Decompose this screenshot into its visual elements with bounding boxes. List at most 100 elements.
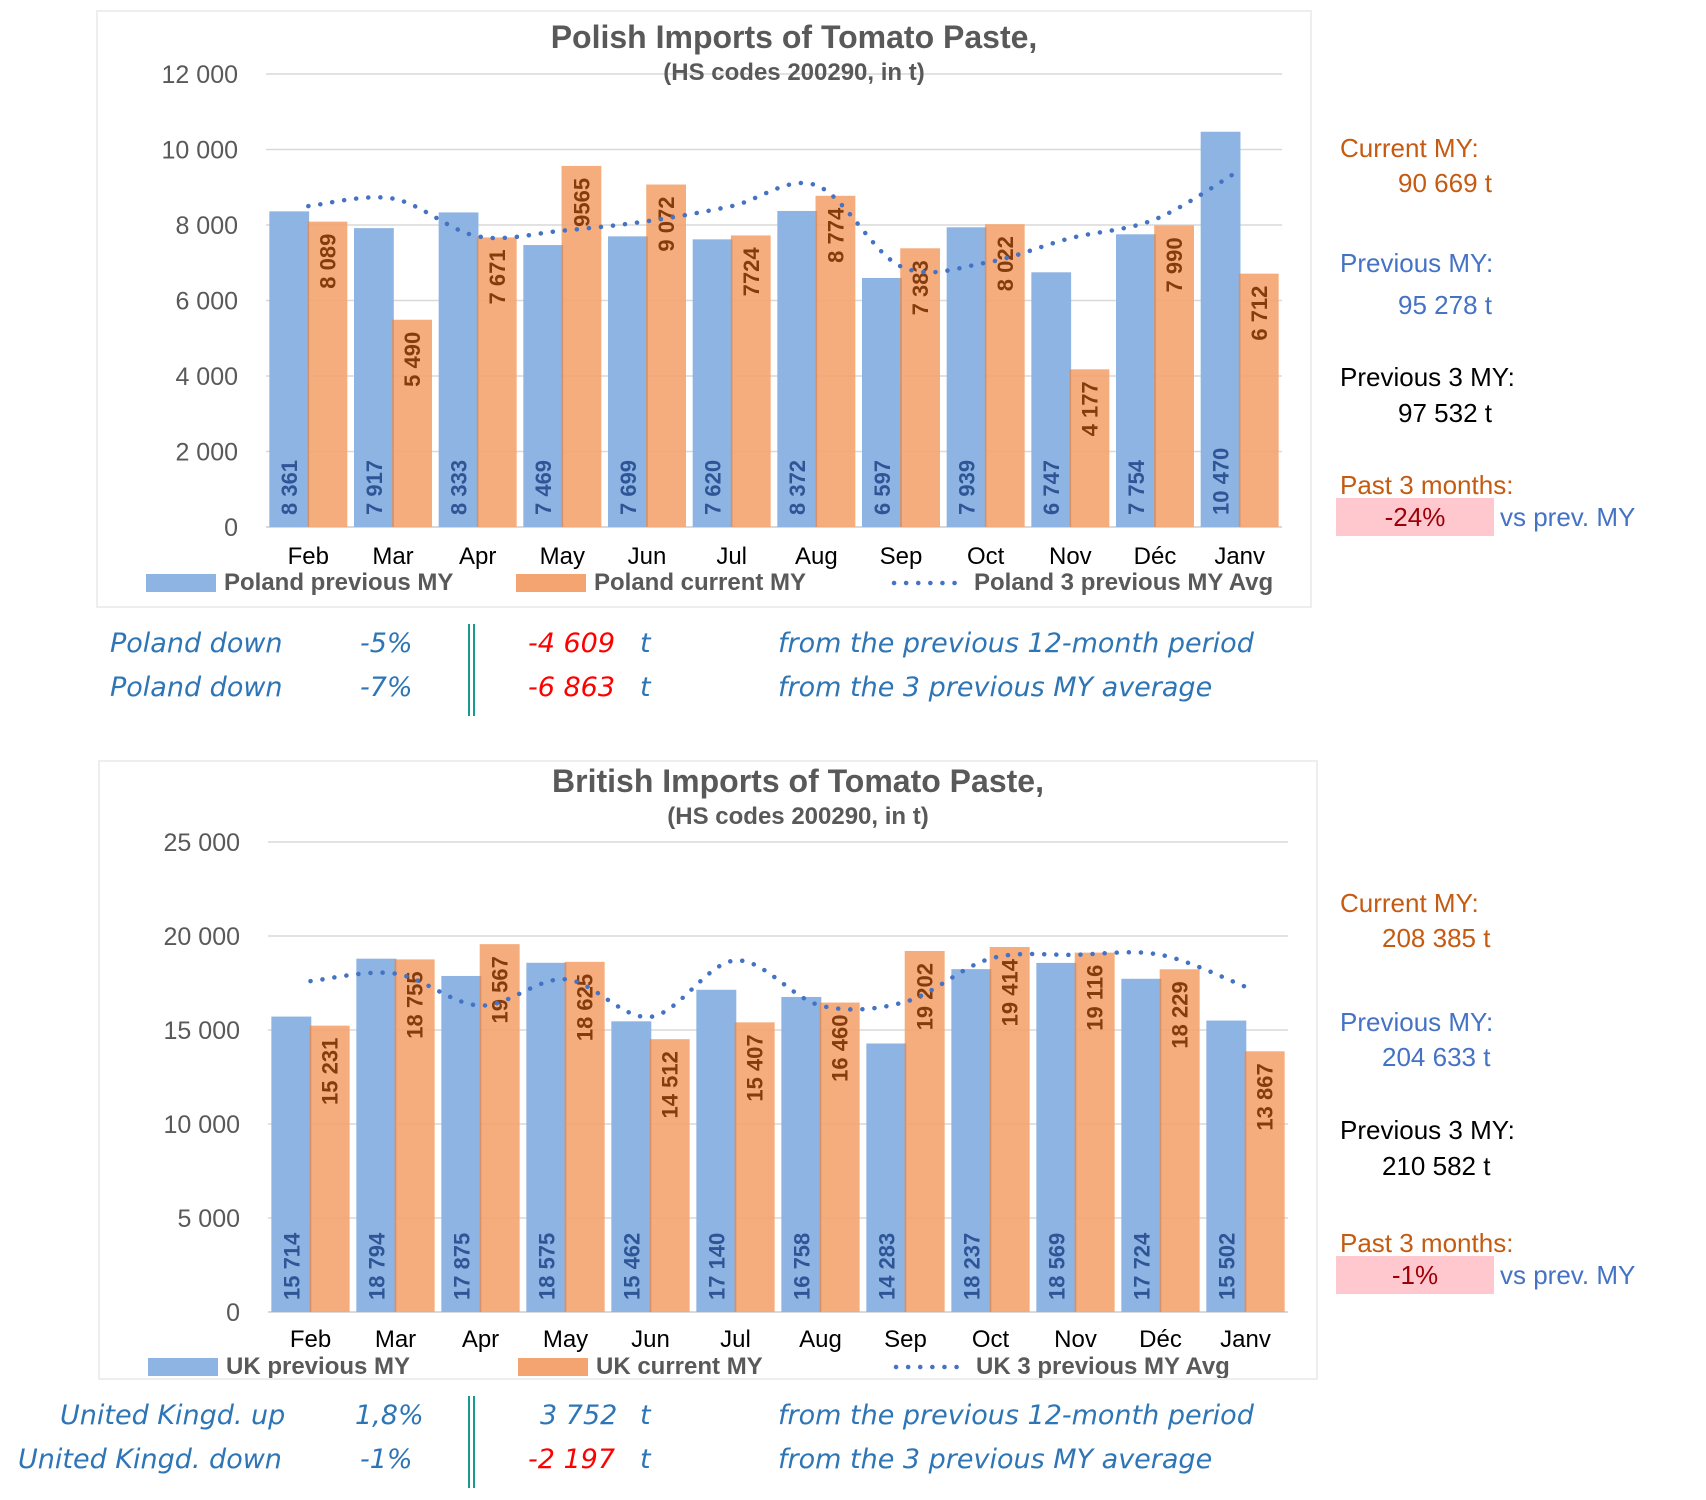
uk-x-tick-label: Apr [462, 1326, 499, 1353]
poland-data-label-previous: 7 939 [955, 460, 980, 515]
uk-bar-current [1244, 1051, 1285, 1312]
uk-data-label-previous: 15 502 [1214, 1233, 1239, 1300]
uk-data-label-previous: 17 875 [449, 1233, 474, 1300]
poland-summary-pct: -7% [360, 672, 413, 703]
poland-x-tick-label: Nov [1049, 543, 1092, 570]
poland-data-label-previous: 10 470 [1209, 448, 1234, 515]
uk-avg-line [308, 950, 1248, 1020]
uk-y-tick-label: 0 [226, 1299, 240, 1327]
uk-past3-badge: -1% [1336, 1256, 1494, 1294]
poland-bar-overlap [1238, 273, 1241, 527]
poland-past3-label: Past 3 months: [1340, 470, 1514, 500]
poland-x-tick-label: Feb [288, 543, 329, 570]
uk-data-label-previous: 15 462 [619, 1233, 644, 1300]
poland-legend-swatch-previous [146, 574, 216, 592]
uk-data-label-current: 15 407 [743, 1034, 768, 1101]
uk-y-tick-label: 25 000 [164, 829, 240, 857]
uk-bar-current [1074, 952, 1115, 1312]
uk-prev3-my-label: Previous 3 MY: [1340, 1115, 1515, 1145]
uk-x-tick-label: Janv [1220, 1326, 1271, 1353]
poland-data-label-previous: 8 361 [277, 460, 302, 515]
uk-bar-previous [611, 1021, 652, 1312]
uk-summary-desc: from the previous 12-month period [778, 1400, 1254, 1431]
poland-chart: Polish Imports of Tomato Paste, 0 2 000 4 0… [146, 19, 1282, 596]
poland-x-tick-label: May [540, 543, 585, 570]
poland-data-label-current: 8 089 [315, 234, 340, 289]
poland-legend-label-previous: Poland previous MY [224, 569, 453, 596]
uk-data-label-current: 18 755 [403, 971, 428, 1038]
poland-data-label-previous: 7 620 [701, 460, 726, 515]
poland-data-label-current: 8 022 [993, 236, 1018, 291]
poland-bar-previous [438, 212, 479, 527]
poland-summary-desc: from the 3 previous MY average [778, 672, 1213, 703]
poland-bar-previous [523, 245, 564, 527]
uk-legend-swatch-previous [148, 1358, 218, 1376]
poland-x-tick-label: Aug [795, 543, 838, 570]
uk-bar-current [819, 1002, 860, 1312]
poland-x-tick-label: Apr [459, 543, 496, 570]
uk-summary-divider [468, 1396, 475, 1488]
poland-bar-previous [777, 210, 818, 527]
poland-data-label-previous: 6 597 [870, 460, 895, 515]
uk-summary-delta: -2 197 [528, 1444, 616, 1475]
poland-x-tick-label: Janv [1214, 543, 1265, 570]
uk-y-tick-label: 5 000 [177, 1205, 240, 1233]
poland-summary-delta: -4 609 [528, 628, 616, 659]
poland-summary-label: Poland down [110, 628, 283, 659]
poland-y-tick-label: 10 000 [162, 137, 238, 165]
poland-summary-desc: from the previous 12-month period [778, 628, 1254, 659]
uk-legend-label-avg: UK 3 previous MY Avg [976, 1353, 1230, 1378]
uk-bar-current [649, 1039, 690, 1312]
uk-data-label-current: 14 512 [658, 1051, 683, 1118]
uk-summary-pct: -1% [360, 1444, 413, 1475]
poland-bar-previous [269, 211, 310, 527]
uk-x-tick-label: Jul [720, 1326, 751, 1353]
uk-y-tick-label: 15 000 [164, 1017, 240, 1045]
poland-bar-overlap [815, 210, 818, 527]
uk-summary-label: United Kingd. up [60, 1400, 286, 1431]
uk-data-label-previous: 17 140 [704, 1233, 729, 1300]
uk-bar-overlap [649, 1039, 652, 1312]
uk-x-tick-label: Oct [972, 1326, 1010, 1353]
uk-summary-unit: t [640, 1444, 651, 1475]
poland-bar-previous [1116, 234, 1156, 527]
uk-data-label-current: 19 202 [913, 963, 938, 1030]
poland-bar-previous [862, 277, 902, 527]
poland-legend-label-avg: Poland 3 previous MY Avg [974, 569, 1273, 596]
uk-bar-overlap [819, 1002, 822, 1312]
uk-data-label-previous: 18 575 [534, 1233, 559, 1300]
uk-bar-current [394, 959, 435, 1312]
poland-bar-current [984, 224, 1025, 527]
poland-data-label-previous: 6 747 [1039, 460, 1064, 515]
poland-prev3-my-value: 97 532 t [1398, 398, 1492, 428]
poland-bar-current [730, 235, 771, 527]
uk-data-label-previous: 15 714 [279, 1232, 304, 1300]
uk-bar-overlap [734, 1022, 737, 1312]
uk-data-label-current: 13 867 [1253, 1063, 1278, 1130]
poland-bar-current [815, 195, 856, 527]
uk-summary-pct: 1,8% [355, 1400, 424, 1431]
poland-past3-suffix: vs prev. MY [1500, 502, 1636, 532]
uk-legend-label-previous: UK previous MY [226, 1353, 410, 1378]
uk-summary-row-1: United Kingd. up 1,8% 3 752 t from the p… [0, 1400, 1706, 1436]
uk-x-tick-label: Jun [631, 1326, 670, 1353]
uk-bar-previous [441, 975, 482, 1312]
poland-data-label-current: 8 774 [823, 207, 848, 263]
poland-past3-badge: -24% [1336, 498, 1494, 536]
poland-y-tick-label: 2 000 [175, 439, 238, 467]
poland-bar-current [900, 248, 940, 527]
poland-data-label-previous: 8 333 [447, 460, 472, 515]
poland-current-my-value: 90 669 t [1398, 168, 1492, 198]
uk-data-label-previous: 14 283 [874, 1233, 899, 1300]
uk-bar-previous [1206, 1020, 1247, 1312]
uk-bar-overlap [1244, 1051, 1247, 1312]
poland-data-label-previous: 7 754 [1124, 459, 1149, 515]
poland-bar-previous [1031, 272, 1072, 527]
uk-current-my-value: 208 385 t [1382, 923, 1491, 953]
uk-x-tick-label: Feb [290, 1326, 331, 1353]
poland-bar-overlap [476, 237, 479, 528]
uk-data-label-previous: 18 794 [364, 1232, 389, 1300]
poland-y-tick-label: 4 000 [175, 363, 238, 391]
uk-data-label-previous: 16 758 [789, 1233, 814, 1300]
poland-data-label-current: 6 712 [1247, 286, 1272, 341]
